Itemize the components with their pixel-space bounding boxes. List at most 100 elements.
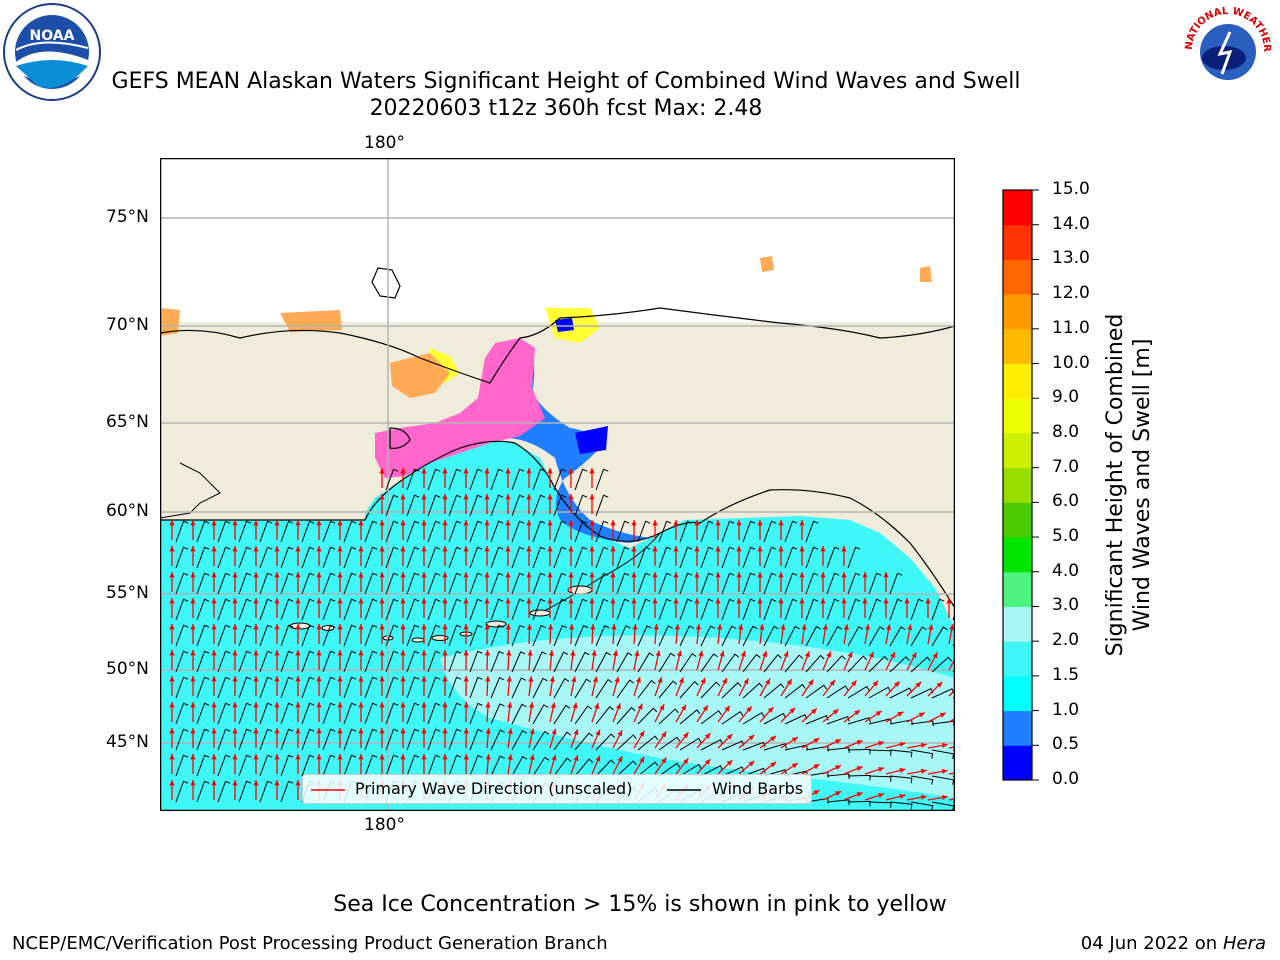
wind-barb xyxy=(511,703,527,725)
wind-barb xyxy=(385,468,399,491)
wind-barb xyxy=(280,728,294,751)
wind-barb xyxy=(238,520,252,543)
wave-direction-arrowhead xyxy=(253,676,259,682)
wave-direction-arrowhead xyxy=(169,572,175,578)
wave-direction-arrowhead xyxy=(295,520,301,526)
wind-barb xyxy=(364,572,378,595)
wind-barb xyxy=(847,655,868,673)
wind-barb xyxy=(763,572,777,595)
wind-barb xyxy=(364,702,378,725)
wind-barb xyxy=(658,572,672,595)
colorbar xyxy=(1002,189,1039,781)
ice-deep-blue xyxy=(555,318,608,454)
wave-direction-arrowhead xyxy=(783,651,789,658)
wind-barb xyxy=(574,732,594,751)
wind-barb xyxy=(301,572,315,595)
wind-barb xyxy=(868,749,892,756)
wind-barb xyxy=(280,702,294,725)
wave-direction-arrowhead xyxy=(550,702,556,709)
wave-direction-arrowhead xyxy=(617,730,623,737)
wave-direction-arrowhead xyxy=(740,650,746,657)
wind-barb xyxy=(910,656,931,673)
wind-barb xyxy=(931,749,955,759)
wave-direction-arrowhead xyxy=(778,546,784,552)
wind-barb xyxy=(742,625,758,647)
wind-barb xyxy=(448,728,462,751)
chart-title: GEFS MEAN Alaskan Waters Significant Hei… xyxy=(111,69,1021,94)
wave-direction-arrowhead xyxy=(316,598,322,604)
colorbar-swatch xyxy=(1003,571,1032,607)
wave-direction-arrowhead xyxy=(715,572,721,578)
wave-direction-arrowhead xyxy=(358,650,364,656)
wind-barb xyxy=(490,755,505,777)
wind-barb xyxy=(301,546,315,569)
wave-direction-arrowhead xyxy=(715,520,721,526)
wind-barb xyxy=(469,572,483,595)
wind-barb xyxy=(595,651,612,673)
wind-barb xyxy=(406,494,420,517)
wind-barb xyxy=(721,710,744,725)
wave-direction-arrowhead xyxy=(400,494,406,500)
wave-direction-arrowhead xyxy=(612,650,618,657)
wind-barb xyxy=(259,728,273,751)
wave-direction-arrowhead xyxy=(704,733,711,739)
wave-direction-arrowhead xyxy=(484,598,490,604)
wind-barb xyxy=(553,546,567,569)
wind-barb xyxy=(175,546,189,569)
wind-barb xyxy=(637,761,659,777)
wind-barb xyxy=(385,546,399,569)
wave-direction-arrowhead xyxy=(190,702,196,708)
wind-barb xyxy=(763,546,777,569)
wave-direction-arrowhead xyxy=(484,546,490,552)
wind-barb xyxy=(343,572,357,595)
wave-direction-arrowhead xyxy=(595,755,601,762)
wind-barb xyxy=(238,754,252,777)
wave-direction-arrowhead xyxy=(169,728,175,734)
wind-barb xyxy=(259,546,273,569)
wind-barb xyxy=(679,680,699,699)
colorbar-tick-label: 9.0 xyxy=(1052,387,1080,408)
wind-barb xyxy=(448,546,462,569)
wind-barb xyxy=(574,758,594,777)
footer-date: 04 Jun 2022 on Hera xyxy=(1081,933,1266,954)
wave-direction-arrowhead xyxy=(632,624,638,630)
wave-direction-arrowhead xyxy=(719,650,725,657)
wind-barb xyxy=(175,624,189,647)
wave-direction-arrowhead xyxy=(757,520,763,526)
wave-direction-arrowhead xyxy=(655,650,661,657)
wind-barb xyxy=(217,624,231,647)
wave-direction-arrowhead xyxy=(190,546,196,552)
wave-direction-arrowhead xyxy=(904,598,910,604)
wave-height-map xyxy=(160,158,955,811)
wind-barb xyxy=(364,624,378,647)
wave-direction-arrowhead xyxy=(757,598,763,604)
wave-direction-arrowhead xyxy=(400,650,406,656)
wind-barb xyxy=(826,773,850,779)
wave-direction-arrowhead xyxy=(726,760,733,766)
lat-label-70: 70°N xyxy=(106,315,149,335)
wind-barb xyxy=(595,678,613,699)
colorbar-swatch xyxy=(1003,190,1032,226)
colorbar-tick-label: 0.0 xyxy=(1052,769,1080,789)
wave-direction-arrowhead xyxy=(463,624,469,630)
lat-label-50: 50°N xyxy=(106,659,149,679)
wave-direction-arrowhead xyxy=(463,754,469,760)
wave-direction-arrowhead xyxy=(379,624,385,630)
wave-direction-arrowhead xyxy=(505,494,511,500)
wave-direction-arrowhead xyxy=(652,520,658,526)
wind-barb xyxy=(490,572,504,595)
wind-barb xyxy=(637,625,652,647)
wind-barb xyxy=(574,705,593,725)
wave-direction-arrowhead xyxy=(211,598,217,604)
wind-barb xyxy=(238,650,252,673)
wind-barb xyxy=(763,769,787,777)
wave-direction-arrowhead xyxy=(526,494,532,500)
wave-direction-arrowhead xyxy=(379,546,385,552)
wind-barb xyxy=(637,572,651,595)
wind-barb xyxy=(196,546,210,569)
wind-barb xyxy=(406,650,420,673)
wave-direction-arrowhead xyxy=(547,624,554,630)
wind-barb xyxy=(196,650,210,673)
wave-direction-arrow xyxy=(948,657,955,671)
wave-direction-arrowhead xyxy=(878,767,885,772)
